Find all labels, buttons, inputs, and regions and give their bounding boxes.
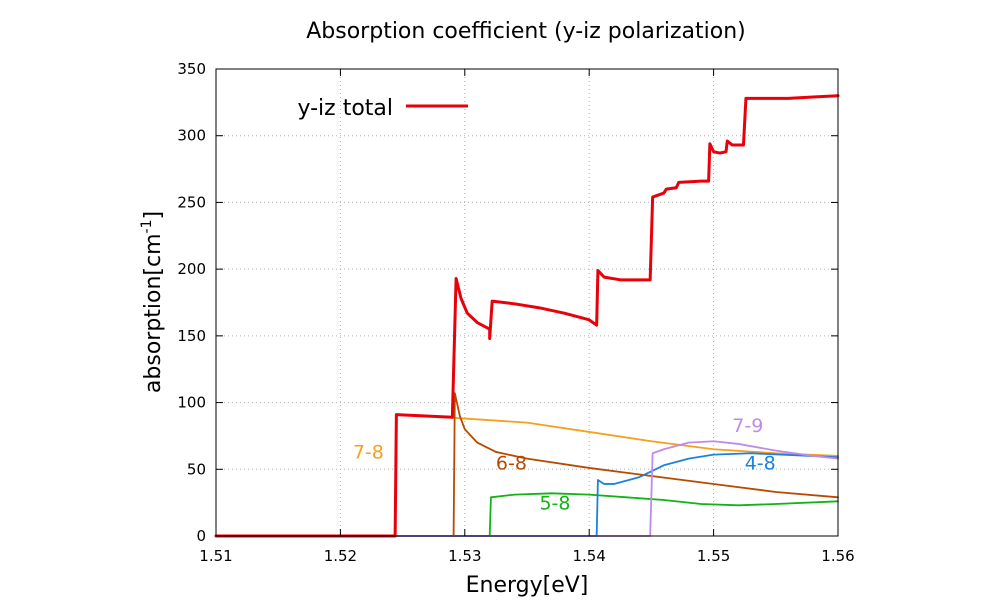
y-axis-label-sup: -1 xyxy=(139,219,155,233)
series-line-4-8 xyxy=(215,452,839,537)
y-tick-label: 350 xyxy=(177,60,206,78)
x-tick-label: 1.54 xyxy=(572,547,605,565)
series-line-7-9 xyxy=(215,440,839,537)
chart-title: Absorption coefficient (y-iz polarizatio… xyxy=(306,19,745,44)
y-tick-label: 150 xyxy=(177,327,206,345)
legend-label: y-iz total xyxy=(297,96,393,121)
y-tick-label: 300 xyxy=(177,127,206,145)
x-tick-label: 1.52 xyxy=(324,547,357,565)
series-label-7-9: 7-9 xyxy=(732,415,763,437)
series-label-5-8: 5-8 xyxy=(539,492,570,514)
axis-ticks: 1.51 1.52 1.53 1.54 1.55 1.56 0 50 100 150 200 250 3… xyxy=(177,60,854,565)
series-label-7-8: 7-8 xyxy=(353,442,384,464)
y-tick-label: 200 xyxy=(177,260,206,278)
x-tick-label: 1.55 xyxy=(697,547,730,565)
series-line-6-8 xyxy=(215,392,839,537)
series-line-5-8 xyxy=(215,492,839,537)
x-axis-label: Energy[eV] xyxy=(466,573,589,598)
x-tick-label: 1.56 xyxy=(821,547,854,565)
series-line-y-iz-total xyxy=(214,94,840,538)
y-axis-label: absorption[cm-1] xyxy=(139,211,166,393)
x-tick-label: 1.53 xyxy=(448,547,481,565)
series-layer xyxy=(214,94,840,538)
series-label-4-8: 4-8 xyxy=(745,452,776,474)
y-tick-label: 50 xyxy=(187,460,206,478)
y-tick-label: 0 xyxy=(196,527,206,545)
legend: y-iz total xyxy=(297,96,468,121)
x-tick-label: 1.51 xyxy=(199,547,232,565)
series-label-6-8: 6-8 xyxy=(496,452,527,474)
y-axis-label-close: ] xyxy=(141,211,166,220)
y-tick-label: 100 xyxy=(177,394,206,412)
plot-frame xyxy=(215,68,839,537)
series-annotations: 7-8 6-8 5-8 4-8 7-9 xyxy=(353,415,776,514)
y-axis-label-main: absorption[cm xyxy=(141,233,166,393)
y-tick-label: 250 xyxy=(177,193,206,211)
